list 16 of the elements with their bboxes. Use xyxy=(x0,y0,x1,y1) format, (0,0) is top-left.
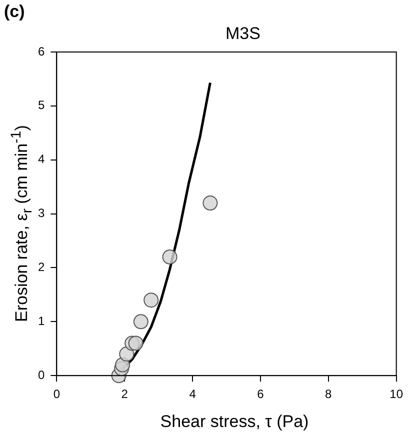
x-tick-label: 4 xyxy=(189,387,196,402)
chart-title: M3S xyxy=(224,24,262,44)
x-tick-label: 2 xyxy=(121,387,128,402)
x-axis-title: Shear stress, τ (Pa) xyxy=(159,412,310,432)
text: (c) xyxy=(4,2,25,22)
y-tick-label: 6 xyxy=(38,44,45,58)
y-tick-label: 1 xyxy=(38,314,45,328)
y-tick-label: 0 xyxy=(38,368,45,382)
x-tick-label: 10 xyxy=(390,387,404,402)
y-tick-label: 3 xyxy=(38,206,45,220)
y-tick-label: 4 xyxy=(38,152,45,166)
y-tick-label: 5 xyxy=(38,98,45,112)
x-tick-label: 6 xyxy=(257,387,264,402)
y-tick-label: 2 xyxy=(38,260,45,274)
x-tick-label: 0 xyxy=(53,387,60,402)
x-tick-label: 8 xyxy=(325,387,332,402)
